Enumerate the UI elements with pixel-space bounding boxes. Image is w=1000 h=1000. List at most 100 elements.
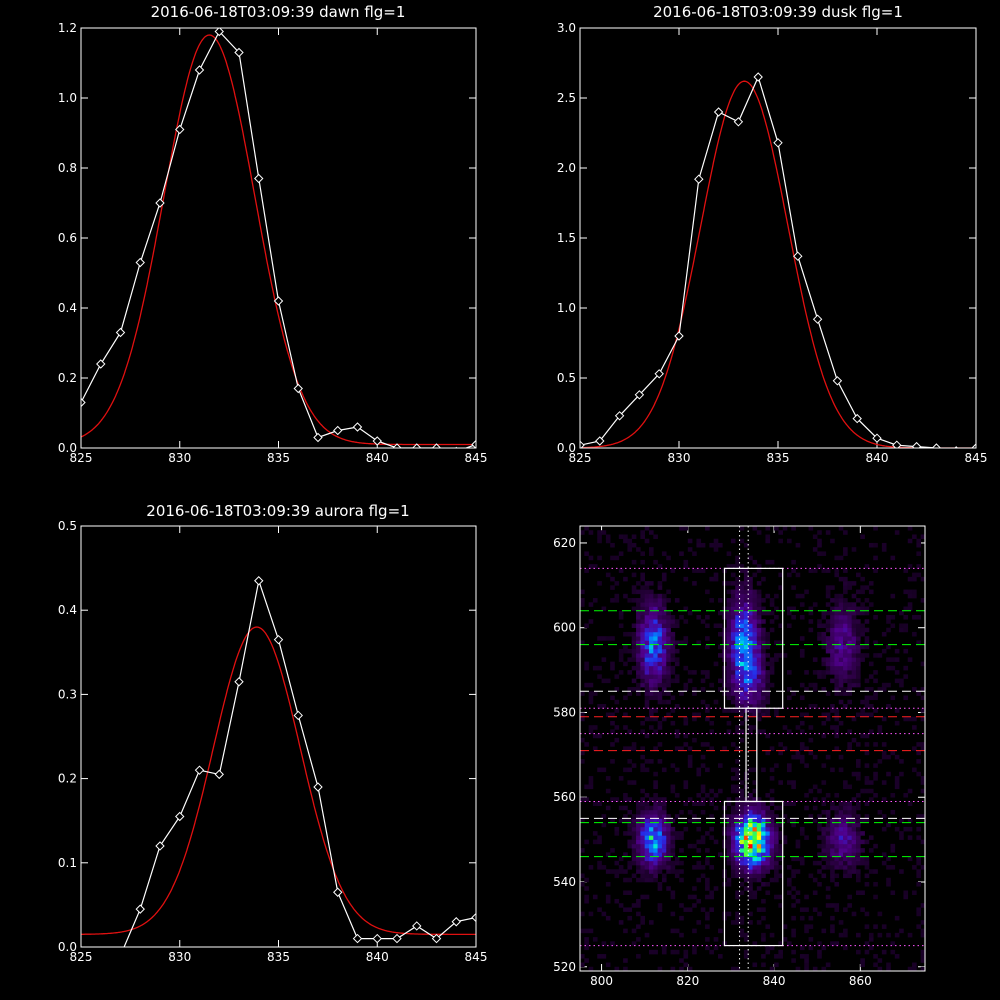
image-heatmap-pixel bbox=[726, 627, 732, 633]
image-heatmap-pixel bbox=[851, 593, 857, 599]
image-heatmap-pixel bbox=[657, 882, 663, 887]
image-heatmap-pixel bbox=[804, 670, 809, 675]
image-heatmap-pixel bbox=[864, 619, 870, 624]
image-heatmap-pixel bbox=[782, 814, 788, 819]
image-heatmap-pixel bbox=[735, 890, 740, 896]
image-heatmap-pixel bbox=[834, 653, 840, 658]
image-heatmap-pixel bbox=[769, 746, 775, 751]
image-heatmap-pixel bbox=[916, 572, 921, 578]
image-heatmap-pixel bbox=[679, 932, 684, 938]
aurora-x-tick-label: 835 bbox=[267, 950, 290, 964]
image-heatmap-pixel bbox=[838, 576, 844, 582]
image-heatmap-pixel bbox=[640, 623, 645, 629]
image-heatmap-pixel bbox=[834, 665, 840, 671]
image-heatmap-pixel bbox=[713, 623, 719, 629]
image-heatmap-pixel bbox=[661, 822, 667, 828]
image-heatmap-pixel bbox=[834, 615, 840, 620]
image-heatmap-pixel bbox=[649, 665, 654, 671]
image-heatmap-pixel bbox=[873, 882, 878, 887]
image-heatmap-pixel bbox=[666, 640, 671, 645]
image-heatmap-pixel bbox=[666, 636, 671, 641]
image-heatmap-pixel bbox=[679, 691, 684, 696]
image-heatmap-pixel bbox=[843, 704, 848, 709]
image-heatmap-pixel bbox=[817, 530, 822, 535]
image-heatmap-pixel bbox=[670, 636, 676, 641]
image-heatmap-pixel bbox=[705, 860, 710, 866]
image-heatmap-pixel bbox=[713, 542, 719, 548]
image-heatmap-pixel bbox=[864, 564, 870, 569]
image-heatmap-pixel bbox=[774, 848, 779, 853]
image-heatmap-pixel bbox=[700, 907, 706, 912]
image-heatmap-pixel bbox=[843, 606, 848, 612]
image-heatmap-pixel bbox=[743, 585, 749, 590]
image-heatmap-pixel bbox=[661, 657, 667, 662]
image-heatmap-pixel bbox=[843, 831, 848, 836]
image-heatmap-pixel bbox=[718, 631, 723, 637]
dusk-y-tick-label: 2.0 bbox=[557, 161, 576, 175]
image-heatmap-pixel bbox=[748, 877, 753, 883]
image-heatmap-pixel bbox=[636, 924, 641, 929]
image-heatmap-pixel bbox=[743, 593, 749, 599]
image-heatmap-pixel bbox=[726, 877, 732, 883]
image-heatmap-pixel bbox=[748, 873, 753, 879]
dusk-data-point bbox=[674, 331, 684, 341]
image-heatmap-pixel bbox=[912, 576, 917, 582]
image-heatmap-pixel bbox=[761, 873, 766, 879]
image-heatmap-pixel bbox=[627, 657, 633, 662]
image-heatmap-pixel bbox=[666, 691, 671, 696]
image-heatmap-pixel bbox=[765, 869, 771, 874]
image-heatmap-pixel bbox=[799, 653, 805, 658]
image-heatmap-pixel bbox=[894, 780, 900, 785]
image-heatmap-pixel bbox=[631, 606, 637, 612]
image-heatmap-pixel bbox=[761, 835, 766, 840]
image-heatmap-pixel bbox=[653, 687, 658, 692]
image-heatmap-pixel bbox=[588, 682, 594, 688]
image-heatmap-pixel bbox=[877, 809, 883, 815]
image-heatmap-pixel bbox=[791, 691, 796, 696]
image-heatmap-pixel bbox=[834, 598, 840, 603]
image-heatmap-pixel bbox=[774, 822, 779, 828]
image-heatmap-pixel bbox=[692, 949, 697, 955]
image-heatmap-pixel bbox=[795, 966, 801, 971]
image-heatmap-pixel bbox=[657, 852, 663, 857]
image-heatmap-pixel bbox=[631, 814, 637, 819]
image-heatmap-pixel bbox=[601, 954, 607, 959]
image-heatmap-pixel bbox=[851, 814, 857, 819]
image-heatmap-pixel bbox=[743, 542, 749, 548]
image-heatmap-pixel bbox=[657, 585, 663, 590]
image-heatmap-pixel bbox=[735, 797, 740, 802]
image-heatmap-pixel bbox=[666, 865, 671, 870]
image-heatmap-pixel bbox=[631, 665, 637, 671]
image-heatmap-pixel bbox=[584, 661, 589, 667]
image-heatmap-pixel bbox=[881, 826, 887, 832]
image-heatmap-pixel bbox=[692, 801, 697, 807]
image-heatmap-pixel bbox=[653, 818, 658, 823]
image-heatmap-pixel bbox=[748, 826, 753, 832]
image-heatmap-pixel bbox=[791, 903, 796, 908]
image-heatmap-pixel bbox=[920, 780, 925, 785]
image-heatmap-pixel bbox=[618, 648, 624, 654]
image-heatmap-pixel bbox=[661, 826, 667, 832]
image-heatmap-pixel bbox=[769, 856, 775, 862]
image-heatmap-pixel bbox=[873, 771, 878, 777]
image-heatmap-pixel bbox=[748, 619, 753, 624]
image-heatmap-pixel bbox=[657, 691, 663, 696]
image-heatmap-pixel bbox=[657, 606, 663, 612]
aurora-x-tick-label: 845 bbox=[465, 950, 488, 964]
image-heatmap-pixel bbox=[890, 848, 896, 853]
image-heatmap-pixel bbox=[817, 631, 822, 637]
image-heatmap-pixel bbox=[584, 742, 589, 747]
image-heatmap-pixel bbox=[774, 954, 779, 959]
dawn-spectrum-panel: 2016-06-18T03:09:39 dawn flg=1 825 830 835… bbox=[58, 3, 488, 465]
image-heatmap-pixel bbox=[795, 856, 801, 862]
image-heatmap-pixel bbox=[730, 644, 736, 650]
image-heatmap-pixel bbox=[683, 640, 689, 645]
image-heatmap-pixel bbox=[726, 687, 732, 692]
image-heatmap-pixel bbox=[735, 835, 740, 840]
image-heatmap-pixel bbox=[912, 572, 917, 578]
image-heatmap-pixel bbox=[761, 704, 766, 709]
image-heatmap-pixel bbox=[791, 958, 796, 963]
image-heatmap-pixel bbox=[761, 606, 766, 612]
image-heatmap-pixel bbox=[730, 831, 736, 836]
image-heatmap-pixel bbox=[847, 814, 852, 819]
